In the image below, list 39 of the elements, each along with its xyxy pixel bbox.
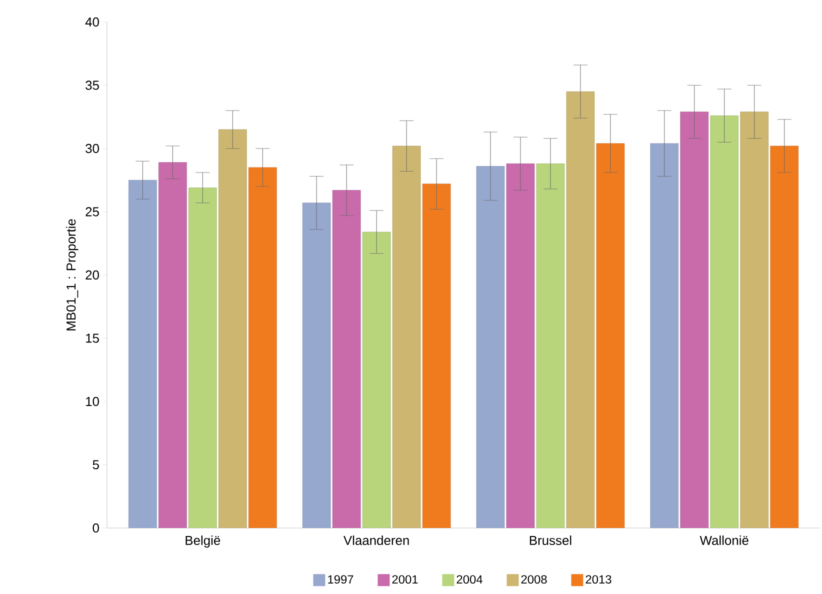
bar [770, 146, 798, 528]
y-tick-label: 25 [86, 207, 99, 216]
bar [680, 112, 709, 528]
y-tick-label: 30 [86, 144, 99, 154]
bar [218, 129, 247, 528]
y-tick-label: 5 [92, 460, 99, 470]
bar [362, 232, 391, 528]
legend-label: 1997 [328, 575, 354, 584]
bar [158, 162, 187, 528]
bar [332, 190, 361, 528]
bar [650, 143, 679, 528]
bar [740, 112, 769, 528]
y-tick-label: 40 [85, 17, 99, 27]
bar [188, 188, 217, 528]
bar [422, 184, 451, 528]
x-tick-label: België [186, 536, 220, 548]
y-axis-title: MB01_1 : Proportie [66, 219, 78, 330]
legend-label: 2013 [586, 575, 612, 584]
x-tick-label: Brussel [530, 536, 572, 546]
bar [536, 164, 565, 528]
x-tick-label: Wallonië [700, 536, 748, 546]
x-tick-label: Vlaanderen [343, 536, 409, 546]
bar [248, 167, 277, 528]
bar [128, 180, 157, 528]
bar [392, 146, 421, 528]
bar [302, 202, 331, 528]
bar [476, 166, 505, 528]
legend-label: 2001 [392, 575, 418, 584]
y-tick-label: 0 [92, 523, 99, 533]
bar [566, 91, 595, 528]
y-tick-label: 15 [86, 334, 99, 343]
y-tick-label: 20 [86, 270, 99, 280]
y-tick-label: 10 [86, 396, 99, 406]
y-tick-label: 35 [86, 80, 99, 90]
legend-label: 2008 [521, 575, 547, 584]
bar [506, 164, 535, 528]
bar [596, 143, 625, 528]
bar [710, 115, 739, 528]
legend-label: 2004 [456, 575, 482, 584]
